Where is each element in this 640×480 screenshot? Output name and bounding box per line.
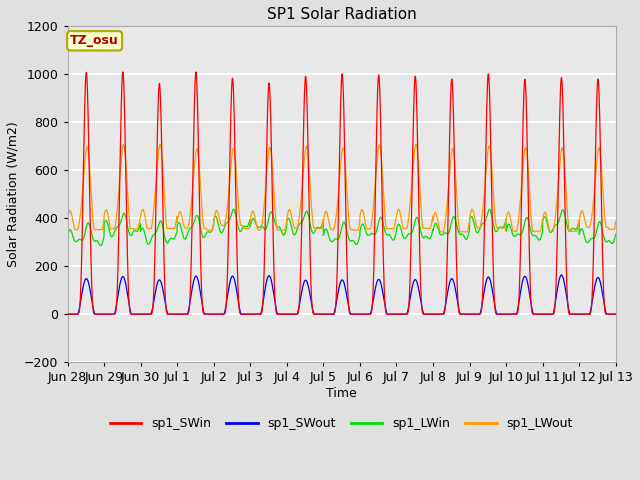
Title: SP1 Solar Radiation: SP1 Solar Radiation [267, 7, 417, 22]
sp1_LWout [63, 216, 71, 222]
sp1_SWout [612, 311, 620, 317]
sp1_LWin [480, 220, 488, 226]
sp1_SWin [192, 69, 200, 75]
sp1_LWout [612, 219, 620, 225]
sp1_LWout [436, 229, 444, 235]
sp1_LWout [480, 197, 488, 203]
sp1_LWin [230, 206, 237, 212]
sp1_SWout [557, 272, 565, 278]
sp1_SWin [480, 254, 488, 260]
sp1_LWin [465, 232, 472, 238]
sp1_SWin [323, 311, 331, 317]
Line: sp1_LWout: sp1_LWout [67, 144, 616, 232]
sp1_LWin [612, 231, 620, 237]
sp1_LWout [323, 210, 331, 216]
Y-axis label: Solar Radiation (W/m2): Solar Radiation (W/m2) [7, 121, 20, 267]
Line: sp1_SWout: sp1_SWout [67, 275, 616, 314]
sp1_LWin [582, 239, 590, 244]
sp1_LWout [465, 225, 472, 230]
sp1_SWin [465, 311, 472, 317]
sp1_LWin [97, 243, 104, 249]
Text: TZ_osu: TZ_osu [70, 34, 119, 48]
sp1_LWout [412, 142, 420, 147]
sp1_SWin [612, 311, 620, 317]
sp1_SWout [480, 292, 488, 298]
sp1_LWout [250, 210, 258, 216]
sp1_SWin [250, 311, 258, 317]
sp1_LWout [582, 222, 590, 228]
Line: sp1_SWin: sp1_SWin [67, 72, 616, 314]
sp1_SWout [250, 311, 258, 317]
sp1_SWout [323, 311, 331, 317]
sp1_SWin [63, 311, 71, 317]
Line: sp1_LWin: sp1_LWin [67, 209, 616, 246]
sp1_LWin [250, 216, 258, 222]
sp1_SWout [582, 311, 589, 317]
sp1_SWin [582, 311, 589, 317]
X-axis label: Time: Time [326, 387, 357, 400]
sp1_LWout [589, 205, 596, 211]
sp1_SWout [465, 311, 472, 317]
sp1_LWin [589, 236, 596, 241]
sp1_SWout [63, 311, 71, 317]
sp1_LWin [323, 228, 331, 233]
Legend: sp1_SWin, sp1_SWout, sp1_LWin, sp1_LWout: sp1_SWin, sp1_SWout, sp1_LWin, sp1_LWout [105, 412, 578, 435]
sp1_SWin [589, 280, 596, 286]
sp1_LWin [63, 234, 71, 240]
sp1_SWout [589, 296, 596, 301]
